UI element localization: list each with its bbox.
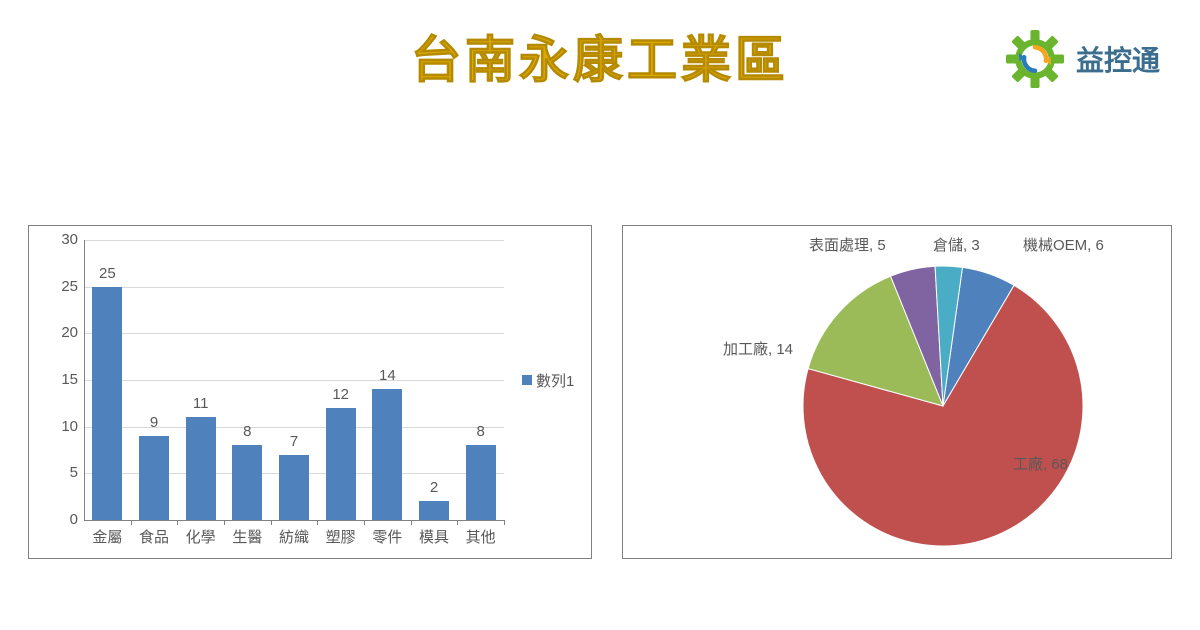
bar-value-label: 12 (317, 386, 364, 403)
y-tick-label: 0 (48, 511, 78, 528)
bar-value-label: 9 (131, 414, 178, 431)
x-category-label: 零件 (364, 526, 411, 547)
y-tick-label: 15 (48, 371, 78, 388)
brand-block: 益控通 (1006, 30, 1160, 88)
bar (92, 287, 122, 520)
brand-text: 益控通 (1076, 39, 1160, 79)
y-tick-label: 30 (48, 231, 78, 248)
bar-value-label: 8 (457, 423, 504, 440)
legend-swatch (522, 375, 532, 385)
bar (419, 501, 449, 520)
y-tick-label: 5 (48, 464, 78, 481)
bar-value-label: 25 (84, 265, 131, 282)
bar-value-label: 7 (271, 433, 318, 450)
x-category-label: 金屬 (84, 526, 131, 547)
y-tick-label: 20 (48, 324, 78, 341)
bar (139, 436, 169, 520)
bar (279, 455, 309, 520)
bar (186, 417, 216, 520)
x-category-label: 食品 (131, 526, 178, 547)
bar-value-label: 11 (177, 395, 224, 412)
bar-chart: 0 5 10 15 20 25 30 金屬 25 食品 9 化學 11 生醫 8 紡織 7 塑膠 12 零件 14 模具 2… (28, 225, 592, 559)
pie-slice-label: 加工廠, 14 (723, 338, 793, 359)
x-category-label: 塑膠 (317, 526, 364, 547)
legend-label: 數列1 (536, 370, 574, 391)
x-category-label: 化學 (177, 526, 224, 547)
bar-value-label: 14 (364, 367, 411, 384)
bar (372, 389, 402, 520)
y-tick-label: 10 (48, 418, 78, 435)
x-category-label: 生醫 (224, 526, 271, 547)
x-category-label: 紡織 (271, 526, 318, 547)
pie-slice-label: 機械OEM, 6 (1023, 234, 1104, 255)
pie-slice-label: 倉儲, 3 (933, 234, 980, 255)
pie-slice-label: 工廠, 68 (1013, 453, 1068, 474)
x-category-label: 其他 (457, 526, 504, 547)
bar-value-label: 8 (224, 423, 271, 440)
bar (466, 445, 496, 520)
pie-chart: 機械OEM, 6 工廠, 68 加工廠, 14 表面處理, 5 倉儲, 3 (622, 225, 1172, 559)
x-category-label: 模具 (411, 526, 458, 547)
pie-slice-label: 表面處理, 5 (809, 234, 886, 255)
bar-value-label: 2 (411, 479, 458, 496)
bar (326, 408, 356, 520)
gear-icon (1006, 30, 1064, 88)
bar (232, 445, 262, 520)
y-tick-label: 25 (48, 278, 78, 295)
